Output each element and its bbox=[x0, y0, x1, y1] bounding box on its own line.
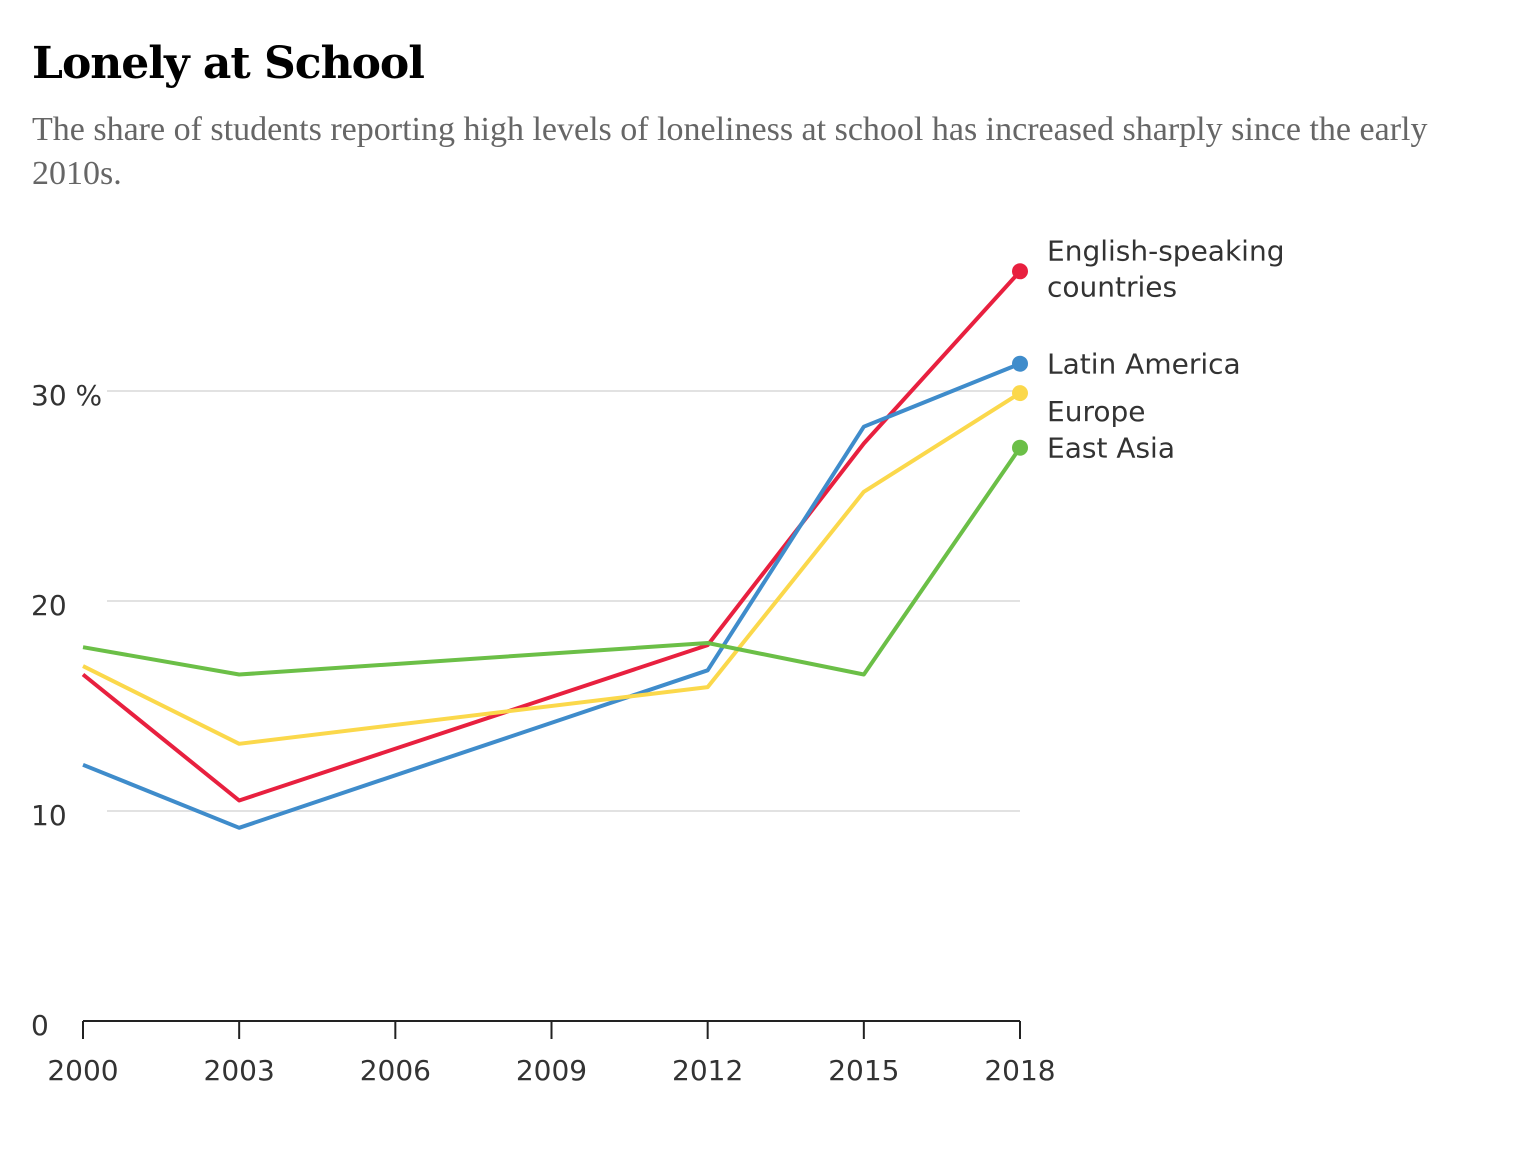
series-line bbox=[81, 269, 1022, 803]
series-label: Europe bbox=[1047, 395, 1145, 428]
series-endpoint bbox=[1012, 355, 1028, 372]
series-label: East Asia bbox=[1047, 432, 1175, 465]
series-endpoint bbox=[1012, 263, 1028, 280]
series-line bbox=[82, 446, 1022, 677]
series-line bbox=[82, 361, 1021, 830]
gridlines: 0 10 20 30 % bbox=[31, 379, 1020, 1042]
series-lines bbox=[81, 263, 1028, 830]
series-endpoint bbox=[1012, 439, 1028, 456]
x-axis: 2000 2003 2006 2009 2012 2015 2018 bbox=[47, 1020, 1056, 1087]
y-tick-label: 30 % bbox=[31, 379, 102, 412]
chart-subtitle: The share of students reporting high lev… bbox=[32, 111, 1428, 192]
x-tick-label: 2018 bbox=[984, 1054, 1055, 1087]
series-label: Latin America bbox=[1047, 348, 1241, 381]
series-label: countries bbox=[1047, 270, 1177, 303]
y-tick-label: 20 bbox=[31, 589, 67, 622]
chart-title: Lonely at School bbox=[32, 38, 425, 89]
x-tick-label: 2015 bbox=[828, 1054, 899, 1087]
x-tick-label: 2006 bbox=[360, 1054, 431, 1087]
y-tick-label: 0 bbox=[31, 1009, 49, 1042]
series-line bbox=[82, 391, 1022, 746]
x-tick-label: 2009 bbox=[516, 1054, 587, 1087]
x-tick-label: 2000 bbox=[47, 1054, 118, 1087]
x-tick-label: 2012 bbox=[672, 1054, 743, 1087]
x-tick-label: 2003 bbox=[204, 1054, 275, 1087]
y-tick-label: 10 bbox=[31, 799, 67, 832]
series-endpoint bbox=[1012, 385, 1028, 402]
series-label: English-speaking bbox=[1047, 234, 1284, 267]
